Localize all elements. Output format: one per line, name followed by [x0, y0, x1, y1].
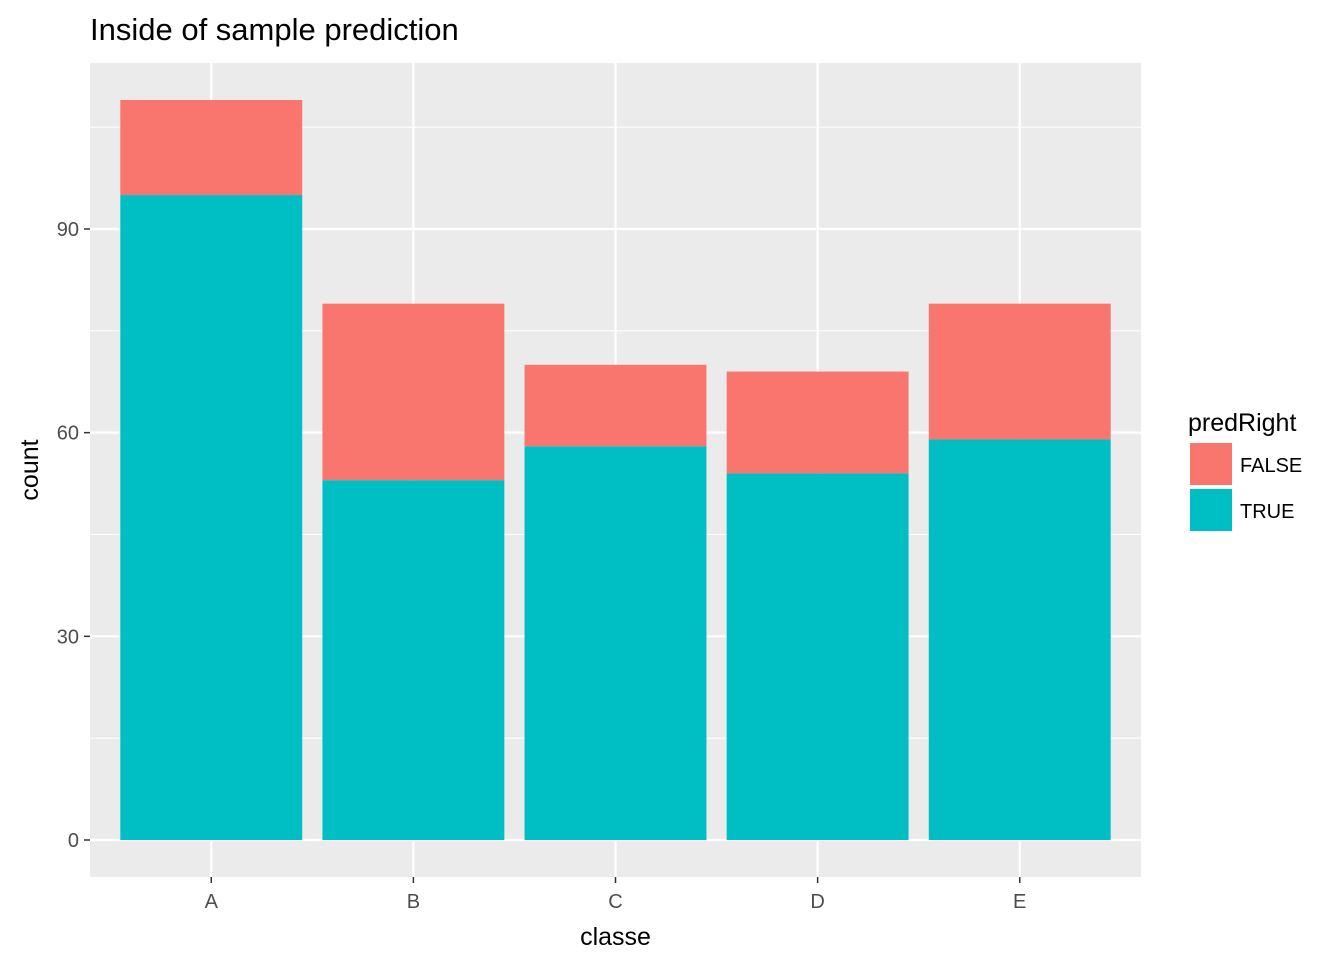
- x-axis: A B C D E: [205, 877, 1026, 913]
- bar-e-true: [928, 439, 1111, 840]
- bar-e-false: [928, 303, 1111, 440]
- x-tick-label: B: [407, 891, 420, 913]
- legend-title: predRight: [1188, 409, 1296, 437]
- y-axis: 0 30 60 90: [57, 219, 90, 852]
- x-tick-label: A: [205, 891, 219, 913]
- legend: predRight FALSE TRUE: [1188, 409, 1302, 531]
- plot-panel: [90, 63, 1141, 877]
- x-axis-title: classe: [580, 923, 651, 951]
- x-tick-label: D: [810, 891, 824, 913]
- bar-b-true: [322, 480, 505, 840]
- chart-title: Inside of sample prediction: [90, 12, 459, 47]
- x-tick-label: E: [1013, 891, 1026, 913]
- legend-label-true: TRUE: [1240, 501, 1294, 523]
- bar-b-false: [322, 303, 505, 481]
- y-tick-label: 60: [57, 423, 79, 445]
- bar-a-false: [120, 100, 303, 196]
- y-tick-label: 90: [57, 219, 79, 241]
- x-tick-label: C: [608, 891, 622, 913]
- legend-key-true: [1190, 489, 1232, 531]
- bar-c-true: [524, 446, 707, 840]
- legend-label-false: FALSE: [1240, 455, 1302, 477]
- bar-d-true: [726, 473, 909, 840]
- bar-a-true: [120, 195, 303, 840]
- y-tick-label: 30: [57, 626, 79, 648]
- bar-d-false: [726, 371, 909, 474]
- bar-c-false: [524, 364, 707, 447]
- y-axis-title: count: [16, 439, 44, 500]
- legend-key-false: [1190, 443, 1232, 485]
- bars-group: [120, 100, 1111, 840]
- y-tick-label: 0: [68, 830, 79, 852]
